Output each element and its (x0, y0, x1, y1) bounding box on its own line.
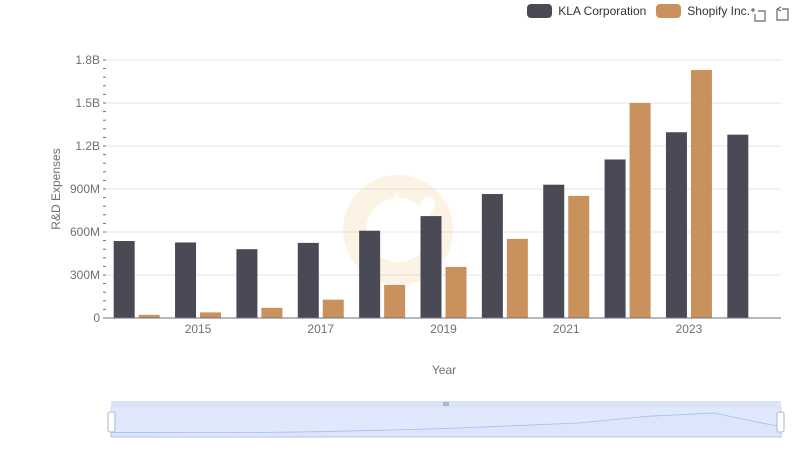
bars (113, 70, 749, 319)
bar-shopify-2019[interactable] (445, 266, 467, 318)
y-tick-label: 300M (70, 268, 100, 282)
zoom-handle-right[interactable] (776, 411, 785, 433)
y-axis-label: R&D Expenses (49, 148, 63, 229)
x-tick-label: 2019 (430, 322, 457, 336)
bar-shopify-2015[interactable] (200, 312, 222, 318)
bar-shopify-2016[interactable] (261, 307, 283, 318)
y-tick-label: 1.8B (75, 53, 100, 67)
bar-kla-2024[interactable] (727, 134, 749, 318)
x-tick-label: 2021 (553, 322, 580, 336)
zoom-data-shadow (110, 412, 782, 438)
bar-shopify-2018[interactable] (384, 284, 406, 318)
x-tick-label: 2015 (185, 322, 212, 336)
y-tick-label: 600M (70, 225, 100, 239)
bar-kla-2018[interactable] (359, 230, 381, 318)
x-axis-label: Year (432, 363, 456, 377)
legend: KLA Corporation Shopify Inc. (527, 4, 750, 18)
bar-kla-2016[interactable] (236, 249, 258, 318)
y-tick-label: 900M (70, 182, 100, 196)
legend-item-shopify[interactable]: Shopify Inc. (656, 4, 750, 18)
x-tick-label: 2017 (307, 322, 334, 336)
bar-kla-2019[interactable] (420, 216, 442, 318)
zoom-handle-left[interactable] (107, 411, 116, 433)
bar-shopify-2020[interactable] (506, 238, 528, 318)
bar-kla-2017[interactable] (297, 242, 319, 318)
bar-shopify-2023[interactable] (690, 70, 712, 319)
y-tick-label: 1.2B (75, 139, 100, 153)
bar-kla-2021[interactable] (543, 184, 565, 318)
toolbox (750, 6, 790, 22)
x-tick-label: 2023 (676, 322, 703, 336)
legend-swatch-shopify (656, 4, 682, 18)
legend-swatch-kla (527, 4, 553, 18)
bar-kla-2023[interactable] (665, 132, 687, 318)
zoom-icon[interactable] (750, 6, 766, 22)
legend-item-kla[interactable]: KLA Corporation (527, 4, 646, 18)
bar-kla-2022[interactable] (604, 159, 626, 318)
bar-kla-2014[interactable] (113, 241, 135, 318)
y-tick-label: 0 (93, 311, 100, 325)
zoom-move-grip[interactable] (443, 402, 449, 406)
restore-icon[interactable] (774, 6, 790, 22)
y-tick-label: 1.5B (75, 96, 100, 110)
bar-kla-2015[interactable] (175, 242, 197, 318)
bar-shopify-2021[interactable] (568, 195, 590, 318)
legend-label-shopify: Shopify Inc. (687, 4, 750, 18)
bar-shopify-2022[interactable] (629, 103, 651, 318)
legend-label-kla: KLA Corporation (558, 4, 647, 18)
axes: 0 300M 600M 900M 1.2B 1.5B 1.8B 2015 2017 2019 202… (70, 53, 781, 336)
bar-kla-2020[interactable] (481, 194, 503, 318)
bar-shopify-2014[interactable] (138, 314, 160, 318)
bar-shopify-2017[interactable] (322, 299, 344, 318)
data-zoom-slider[interactable] (107, 401, 785, 438)
